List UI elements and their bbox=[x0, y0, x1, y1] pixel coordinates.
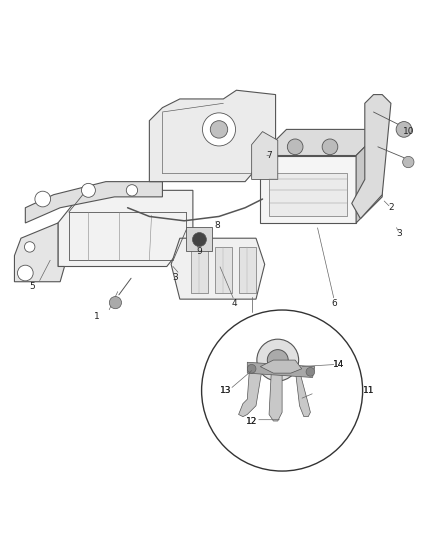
Text: 3: 3 bbox=[173, 273, 178, 282]
Polygon shape bbox=[352, 94, 391, 219]
Polygon shape bbox=[269, 373, 282, 421]
Polygon shape bbox=[215, 247, 232, 293]
Polygon shape bbox=[186, 228, 212, 251]
Circle shape bbox=[247, 365, 256, 373]
Text: 11: 11 bbox=[364, 386, 375, 395]
Polygon shape bbox=[239, 367, 262, 417]
Circle shape bbox=[202, 113, 236, 146]
Text: 14: 14 bbox=[333, 360, 344, 369]
Polygon shape bbox=[171, 238, 265, 299]
Text: 5: 5 bbox=[29, 281, 35, 290]
Circle shape bbox=[126, 184, 138, 196]
Text: 6: 6 bbox=[332, 299, 337, 308]
Text: 12: 12 bbox=[246, 416, 258, 425]
Text: 7: 7 bbox=[266, 151, 272, 160]
Text: 13: 13 bbox=[220, 386, 231, 395]
Circle shape bbox=[35, 191, 50, 207]
Circle shape bbox=[306, 367, 315, 376]
Circle shape bbox=[81, 183, 95, 197]
Polygon shape bbox=[269, 173, 347, 216]
Text: 2: 2 bbox=[388, 203, 394, 212]
Circle shape bbox=[201, 310, 363, 471]
Polygon shape bbox=[239, 247, 256, 293]
Circle shape bbox=[110, 296, 121, 309]
Text: 10: 10 bbox=[403, 127, 414, 136]
Polygon shape bbox=[25, 182, 162, 223]
Polygon shape bbox=[252, 132, 278, 180]
Circle shape bbox=[25, 241, 35, 252]
Text: 12: 12 bbox=[246, 416, 258, 425]
Polygon shape bbox=[14, 223, 64, 282]
Circle shape bbox=[257, 339, 299, 381]
Circle shape bbox=[396, 122, 412, 137]
Polygon shape bbox=[247, 362, 315, 377]
Text: 4: 4 bbox=[231, 299, 237, 308]
Text: 13: 13 bbox=[220, 386, 231, 395]
Text: 9: 9 bbox=[197, 247, 202, 256]
Circle shape bbox=[322, 139, 338, 155]
Polygon shape bbox=[356, 130, 382, 223]
Text: 3: 3 bbox=[397, 229, 403, 238]
Circle shape bbox=[18, 265, 33, 281]
Polygon shape bbox=[260, 130, 382, 156]
Polygon shape bbox=[149, 90, 276, 182]
Polygon shape bbox=[291, 369, 311, 417]
Circle shape bbox=[403, 156, 414, 168]
Text: 11: 11 bbox=[364, 386, 375, 395]
Circle shape bbox=[192, 232, 206, 246]
Polygon shape bbox=[58, 190, 193, 266]
Circle shape bbox=[267, 350, 288, 370]
Circle shape bbox=[210, 120, 228, 138]
Text: 1: 1 bbox=[94, 312, 100, 321]
Text: 14: 14 bbox=[333, 360, 344, 369]
Polygon shape bbox=[260, 156, 356, 223]
Polygon shape bbox=[191, 247, 208, 293]
Text: 8: 8 bbox=[214, 221, 220, 230]
Circle shape bbox=[287, 139, 303, 155]
Polygon shape bbox=[260, 360, 302, 373]
